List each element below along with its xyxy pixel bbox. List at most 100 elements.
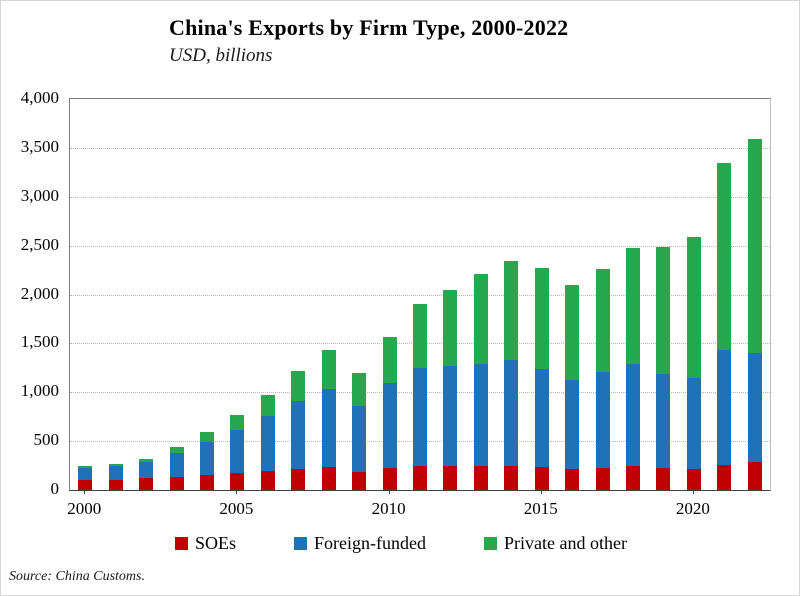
x-tick-label: 2000 [67,499,102,518]
bar-segment-private-and-other [108,463,123,467]
bar-segment-foreign-funded [686,377,701,470]
bar-stack-2021 [717,162,732,490]
bar-segment-foreign-funded [565,379,580,469]
gridline [70,294,770,296]
bar-stack-2008 [321,350,336,490]
bar-segment-soes [169,476,184,490]
bar-segment-private-and-other [656,246,671,374]
bar-stack-2015 [534,267,549,490]
bar-segment-private-and-other [534,267,549,369]
source-note: Source: China Customs. [9,569,145,584]
bar-segment-foreign-funded [747,352,762,463]
bar-stack-2016 [565,284,580,490]
bar-segment-foreign-funded [504,360,519,466]
y-tick-label: 4,000 [20,88,59,107]
bar-segment-soes [352,471,367,490]
bar-segment-foreign-funded [413,368,427,466]
gridline [70,196,770,198]
bar-segment-foreign-funded [534,368,549,467]
bar-stack-2006 [260,395,275,490]
bar-segment-private-and-other [595,268,610,373]
x-tick-label: 2005 [219,499,254,518]
bar-segment-private-and-other [321,350,336,390]
bar-segment-soes [139,478,154,490]
bar-segment-private-and-other [504,261,519,361]
y-tick-label: 2,500 [20,234,59,254]
legend-item-private-and-other: Private and other [484,533,627,554]
bar-segment-private-and-other [199,432,214,443]
bar-segment-private-and-other [139,458,154,463]
bar-segment-foreign-funded [382,383,397,468]
bar-segment-soes [108,479,123,490]
y-tick-label: 1,000 [20,381,59,401]
bar-segment-foreign-funded [108,466,123,480]
bar-segment-foreign-funded [443,365,458,466]
x-tick-mark [84,489,86,494]
bar-segment-soes [321,466,336,490]
y-tick-label: 1,500 [20,332,59,352]
chart-subtitle: USD, billions [169,45,273,66]
bar-stack-2005 [230,415,245,490]
bar-stack-2003 [169,447,184,490]
bar-segment-private-and-other [260,395,275,417]
bar-segment-soes [565,468,580,490]
bar-segment-foreign-funded [717,350,732,465]
bar-stack-2014 [504,261,519,490]
bar-segment-private-and-other [413,304,427,369]
bar-segment-private-and-other [78,465,93,468]
bar-segment-foreign-funded [595,372,610,468]
bar-segment-soes [686,469,701,490]
soes-swatch-icon [175,537,189,550]
legend-item-soes: SOEs [175,533,236,554]
bar-stack-2000 [78,465,93,490]
bar-segment-foreign-funded [260,416,275,472]
bar-segment-foreign-funded [199,442,214,476]
bar-stack-2007 [291,371,306,490]
x-tick-mark [388,489,390,494]
bar-stack-2009 [352,372,367,490]
bar-segment-soes [534,466,549,490]
bar-stack-2001 [108,463,123,490]
bar-segment-foreign-funded [230,429,245,474]
bar-segment-foreign-funded [473,363,488,466]
bar-segment-soes [717,464,732,490]
bar-segment-foreign-funded [169,452,184,477]
bar-segment-soes [656,467,671,490]
legend-label-private-and-other: Private and other [504,533,627,553]
bar-stack-2002 [139,458,154,490]
gridline [70,245,770,247]
x-tick-label: 2020 [675,499,710,518]
legend-label-foreign-funded: Foreign-funded [314,533,427,553]
bar-segment-private-and-other [626,247,641,365]
bar-segment-foreign-funded [626,364,641,466]
y-tick-label: 0 [50,479,60,498]
bar-segment-soes [504,465,519,490]
bar-stack-2019 [656,246,671,490]
bar-segment-soes [291,468,306,490]
bar-segment-private-and-other [565,284,580,380]
chart-title: China's Exports by Firm Type, 2000-2022 [169,15,569,40]
x-tick-label: 2010 [371,499,406,518]
bar-stack-2018 [626,247,641,490]
bar-segment-private-and-other [747,139,762,353]
bar-stack-2010 [382,336,397,490]
bar-segment-soes [443,465,458,490]
bar-segment-private-and-other [717,162,732,351]
bar-segment-private-and-other [169,447,184,453]
bar-stack-2012 [443,289,458,490]
private-and-other-swatch-icon [484,537,498,550]
bar-segment-private-and-other [382,336,397,384]
legend-item-foreign-funded: Foreign-funded [294,533,426,554]
y-tick-label: 3,500 [20,136,59,156]
x-tick-mark [236,489,238,494]
bar-segment-foreign-funded [321,389,336,467]
foreign-funded-swatch-icon [294,537,308,550]
x-tick-label: 2015 [523,499,558,518]
bar-segment-foreign-funded [656,373,671,468]
bar-segment-soes [382,467,397,490]
x-tick-mark [692,489,694,494]
bar-stack-2011 [413,304,427,490]
bar-stack-2020 [686,236,701,490]
plot-area [69,98,771,491]
bar-segment-private-and-other [291,371,306,401]
